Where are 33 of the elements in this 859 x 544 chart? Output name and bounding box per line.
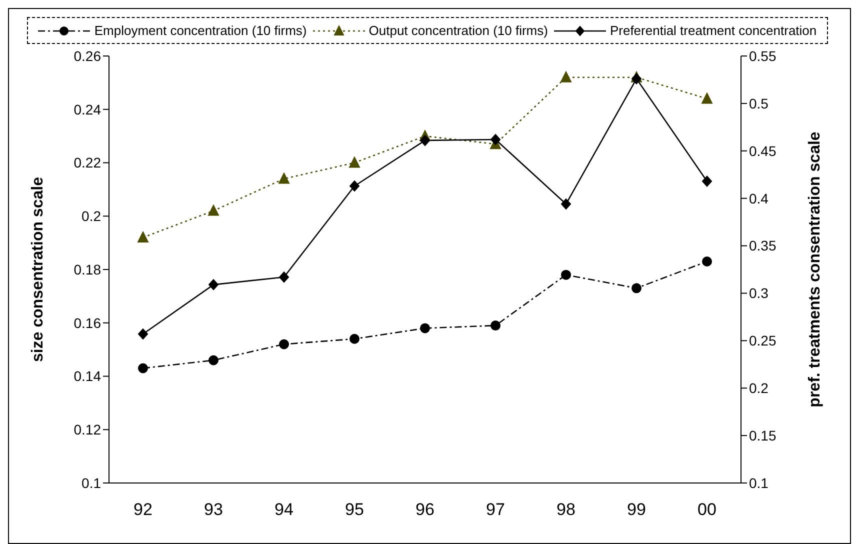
x-tick-label: 98	[556, 500, 576, 520]
y2-tick-label: 0.4	[749, 190, 769, 206]
y2-axis-title: pref. treatments consentration scale	[806, 132, 824, 408]
legend-label: Output concentration (10 firms)	[368, 23, 548, 38]
y-tick-label: 0.12	[74, 422, 102, 438]
y2-tick-label: 0.55	[749, 48, 776, 64]
x-tick-label: 95	[345, 500, 364, 520]
y2-tick-label: 0.45	[749, 142, 776, 159]
y-tick-label: 0.22	[74, 154, 102, 171]
y-axis-title: size consentration scale	[30, 176, 47, 362]
y-tick-label: 0.26	[74, 48, 102, 64]
x-tick-label: 00	[698, 500, 716, 520]
y2-tick-label: 0.3	[749, 285, 769, 302]
y2-tick-label: 0.1	[749, 474, 769, 491]
y-tick-label: 0.1	[82, 474, 102, 491]
x-tick-label: 93	[204, 500, 223, 520]
y2-tick-label: 0.2	[749, 380, 769, 396]
y2-tick-label: 0.15	[749, 428, 776, 444]
y-tick-label: 0.18	[74, 261, 102, 278]
y-tick-label: 0.2	[82, 208, 102, 224]
y-tick-label: 0.16	[74, 314, 102, 331]
y-tick-label: 0.14	[74, 368, 102, 384]
x-tick-label: 96	[416, 500, 434, 520]
x-tick-label: 99	[627, 500, 646, 520]
legend-label: Preferential treatment concentration	[610, 23, 817, 38]
y2-tick-label: 0.25	[749, 332, 776, 349]
legend-label: Employment concentration (10 firms)	[94, 23, 307, 38]
y-tick-label: 0.24	[74, 101, 102, 118]
y2-tick-label: 0.5	[749, 95, 769, 112]
x-tick-label: 97	[486, 500, 505, 520]
x-tick-label: 92	[134, 500, 152, 520]
y2-tick-label: 0.35	[749, 238, 776, 254]
x-tick-label: 94	[274, 500, 294, 520]
